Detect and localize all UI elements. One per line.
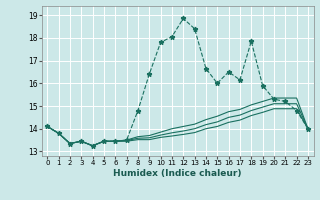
X-axis label: Humidex (Indice chaleur): Humidex (Indice chaleur) (113, 169, 242, 178)
